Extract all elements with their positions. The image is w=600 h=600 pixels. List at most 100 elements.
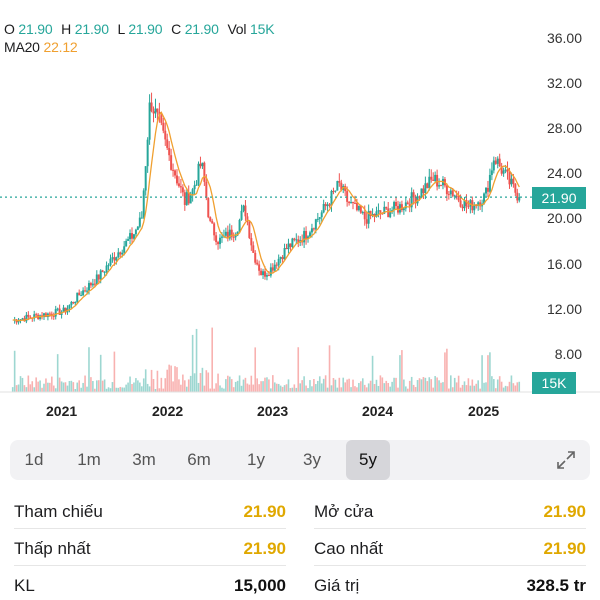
volume-label: Vol <box>227 21 247 37</box>
candle-body <box>277 258 280 266</box>
volume-bar <box>307 388 309 392</box>
candle-body <box>389 212 392 218</box>
candle-body <box>310 228 313 233</box>
volume-bar <box>187 379 190 392</box>
candle-body <box>54 309 57 317</box>
candle-body <box>166 139 169 148</box>
volume-bar <box>475 383 478 392</box>
candle-body <box>312 228 315 230</box>
candle-body <box>144 166 147 191</box>
volume-bar <box>227 375 229 392</box>
range-5y-button[interactable]: 5y <box>346 440 390 480</box>
volume-bar <box>205 370 208 392</box>
volume-bar <box>39 380 41 392</box>
volume-bar <box>129 376 131 392</box>
candle-body <box>383 206 386 214</box>
price-chart[interactable]: O 21.90 H 21.90 L 21.90 C 21.90 Vol 15K … <box>0 0 600 432</box>
volume-bar <box>133 382 135 392</box>
candle-body <box>105 265 108 272</box>
volume-bar <box>195 328 198 392</box>
volume-bar <box>230 379 233 392</box>
volume-bar <box>516 382 519 392</box>
y-tick-label: 20.00 <box>546 210 582 226</box>
volume-bar <box>131 383 133 392</box>
candle-body <box>127 239 130 241</box>
volume-bar <box>135 378 137 392</box>
candle-body <box>72 301 75 304</box>
volume-bar <box>248 384 251 392</box>
volume-bar <box>299 383 302 392</box>
volume-bar <box>189 375 192 392</box>
candle-body <box>338 181 341 183</box>
volume-bar <box>465 385 468 392</box>
candle-body <box>91 283 94 286</box>
volume-bar <box>266 377 268 392</box>
candle-body <box>398 204 401 213</box>
volume-bar <box>393 377 395 392</box>
candle-body <box>185 192 188 205</box>
chart-canvas[interactable] <box>0 0 600 432</box>
volume-bar <box>352 379 354 392</box>
volume-bar <box>448 388 450 392</box>
volume-bar <box>320 383 323 392</box>
candle-body <box>275 264 278 266</box>
volume-bar <box>275 383 278 392</box>
volume-bar <box>121 387 124 392</box>
volume-bar <box>80 387 82 392</box>
volume-bar <box>68 381 71 392</box>
volume-bar <box>107 387 110 392</box>
candle-body <box>78 292 81 296</box>
volume-bar <box>273 382 276 392</box>
candle-body <box>324 203 327 207</box>
volume-bar <box>428 377 431 392</box>
volume-bar <box>84 375 86 392</box>
range-3m-button[interactable]: 3m <box>132 450 156 469</box>
candle-body <box>400 204 403 211</box>
open-label: O <box>4 21 15 37</box>
range-3y-button[interactable]: 3y <box>303 450 321 469</box>
volume-bar <box>180 384 182 392</box>
y-tick-label: 16.00 <box>546 256 582 272</box>
range-1m-button[interactable]: 1m <box>77 450 101 469</box>
candle-body <box>70 301 73 306</box>
candle-body <box>150 102 153 112</box>
range-6m-button[interactable]: 6m <box>187 450 211 469</box>
candle-body <box>295 239 298 241</box>
stat-label: Thấp nhất <box>14 539 91 558</box>
candle-body <box>99 270 102 280</box>
candle-body <box>224 231 227 236</box>
candle-body <box>418 196 421 198</box>
volume-bar <box>315 384 317 392</box>
candle-body <box>252 245 255 253</box>
volume-bar <box>283 385 286 392</box>
y-tick-label: 28.00 <box>546 120 582 136</box>
range-1y-button[interactable]: 1y <box>247 450 265 469</box>
volume-bar <box>363 384 366 392</box>
volume-bar <box>444 352 446 392</box>
candle-body <box>500 166 503 174</box>
candle-body <box>187 192 190 204</box>
candle-body <box>87 283 90 291</box>
candle-body <box>279 257 282 259</box>
candle-body <box>502 170 505 174</box>
volume-bar <box>483 382 485 392</box>
candle-body <box>465 200 468 207</box>
candle-body <box>209 217 212 221</box>
volume-bar <box>340 387 343 392</box>
candle-body <box>33 314 36 319</box>
range-1d-button[interactable]: 1d <box>24 450 44 469</box>
volume-bar <box>260 381 262 392</box>
volume-bar <box>193 373 196 392</box>
volume-bar <box>244 377 247 392</box>
volume-bar <box>293 384 296 392</box>
candle-body <box>213 223 216 236</box>
volume-bar <box>489 352 491 392</box>
candle-body <box>355 202 358 211</box>
candle-body <box>48 313 51 315</box>
candle-body <box>334 190 337 192</box>
x-tick-label: 2024 <box>362 403 394 419</box>
candle-body <box>236 231 239 236</box>
expand-icon[interactable] <box>556 450 576 470</box>
stat-reference: Tham chiếu 21.90 <box>14 502 286 538</box>
volume-bar <box>498 376 501 392</box>
